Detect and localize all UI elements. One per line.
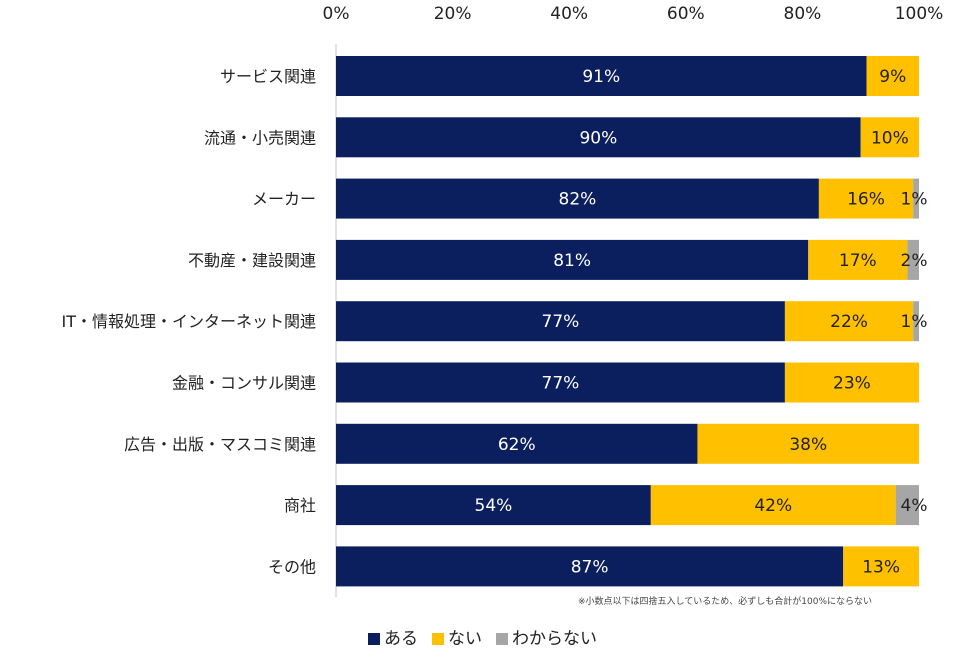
bar-segment-wakaranai <box>913 178 919 219</box>
bar-segment-wakaranai <box>913 301 919 342</box>
bar-row: メーカー 82% 16% 1% <box>252 178 928 219</box>
category-label: 広告・出版・マスコミ関連 <box>124 435 316 454</box>
bar-segment-nai <box>650 485 896 526</box>
bar-row: 商社 54% 42% 4% <box>284 485 928 526</box>
bar-row: IT・情報処理・インターネット関連 77% 22% 1% <box>62 301 928 342</box>
data-label: 1% <box>901 312 928 332</box>
data-label: 90% <box>579 128 617 148</box>
x-tick-label: 80% <box>784 4 822 24</box>
legend-swatch-aru <box>368 632 380 645</box>
bar-segment-aru <box>336 117 861 158</box>
data-label: 54% <box>475 496 513 516</box>
x-tick-label: 0% <box>323 4 350 24</box>
bar-segment-aru <box>336 423 698 464</box>
bar-segment-nai <box>697 423 919 464</box>
data-label: 13% <box>862 557 900 577</box>
legend-swatch-wakaranai <box>496 632 508 645</box>
x-tick-label: 20% <box>434 4 472 24</box>
bar-segment-aru <box>336 239 809 280</box>
bar-segment-aru <box>336 178 819 219</box>
bar-segment-nai <box>818 178 914 219</box>
bar-row: 流通・小売関連 90% 10% <box>204 117 919 158</box>
data-label: 81% <box>553 251 591 271</box>
bar-segment-wakaranai <box>907 239 919 280</box>
bar-segment-nai <box>866 56 919 96</box>
x-tick-label: 100% <box>895 4 944 24</box>
x-tick-label: 40% <box>550 4 588 24</box>
data-label: 38% <box>789 435 827 455</box>
data-label: 91% <box>582 67 620 87</box>
bar-row: 広告・出版・マスコミ関連 62% 38% <box>124 423 919 464</box>
x-tick-label: 60% <box>667 4 705 24</box>
category-label: その他 <box>268 557 316 576</box>
data-label: 10% <box>871 128 909 148</box>
data-label: 77% <box>542 374 580 394</box>
bar-segment-nai <box>808 239 908 280</box>
category-label: 不動産・建設関連 <box>188 251 316 270</box>
data-label: 1% <box>901 190 928 210</box>
category-label: IT・情報処理・インターネット関連 <box>62 312 317 331</box>
data-label: 22% <box>830 312 868 332</box>
category-label: 流通・小売関連 <box>204 128 316 147</box>
data-label: 42% <box>754 496 792 516</box>
legend-label-aru: ある <box>384 629 418 649</box>
data-label: 17% <box>839 251 877 271</box>
bar-segment-aru <box>336 301 785 342</box>
bar-segment-nai <box>860 117 919 158</box>
legend-item-nai: ない <box>432 624 482 649</box>
footnote: ※小数点以下は四捨五入しているため、必ずしも合計が100%にならない <box>578 597 873 607</box>
data-label: 87% <box>571 557 609 577</box>
bar-segment-aru <box>336 362 785 403</box>
data-label: 82% <box>559 190 597 210</box>
bar-segment-aru <box>336 485 651 526</box>
legend-swatch-nai <box>432 632 444 645</box>
legend-item-wakaranai: わからない <box>496 624 597 649</box>
data-label: 9% <box>879 67 906 87</box>
bar-segment-aru <box>336 546 844 587</box>
bar-segment-nai <box>784 301 914 342</box>
legend-label-nai: ない <box>448 629 482 649</box>
bar-segment-aru <box>336 56 867 96</box>
data-label: 23% <box>833 374 871 394</box>
category-label: 金融・コンサル関連 <box>172 374 316 393</box>
data-label: 77% <box>542 312 580 332</box>
bar-row: 金融・コンサル関連 77% 23% <box>172 362 919 403</box>
legend-label-wakaranai: わからない <box>512 629 597 649</box>
category-label: 商社 <box>284 496 316 515</box>
data-label: 62% <box>498 435 536 455</box>
bar-row: 不動産・建設関連 81% 17% 2% <box>188 239 928 280</box>
bar-segment-nai <box>784 362 919 403</box>
data-label: 4% <box>901 496 928 516</box>
stacked-bar-chart: 0% 20% 40% 60% 80% 100% サービス関連 91% 9% 流通・小売関連 90%… <box>62 4 944 597</box>
legend: ある ない わからない <box>368 624 611 649</box>
legend-item-aru: ある <box>368 624 418 649</box>
bar-segment-wakaranai <box>895 485 919 526</box>
data-label: 16% <box>847 190 885 210</box>
bar-segment-nai <box>843 546 919 587</box>
category-label: サービス関連 <box>220 67 316 86</box>
data-label: 2% <box>901 251 928 271</box>
category-label: メーカー <box>252 190 316 209</box>
bar-row: その他 87% 13% <box>268 546 919 587</box>
bar-row: サービス関連 91% 9% <box>220 56 919 96</box>
